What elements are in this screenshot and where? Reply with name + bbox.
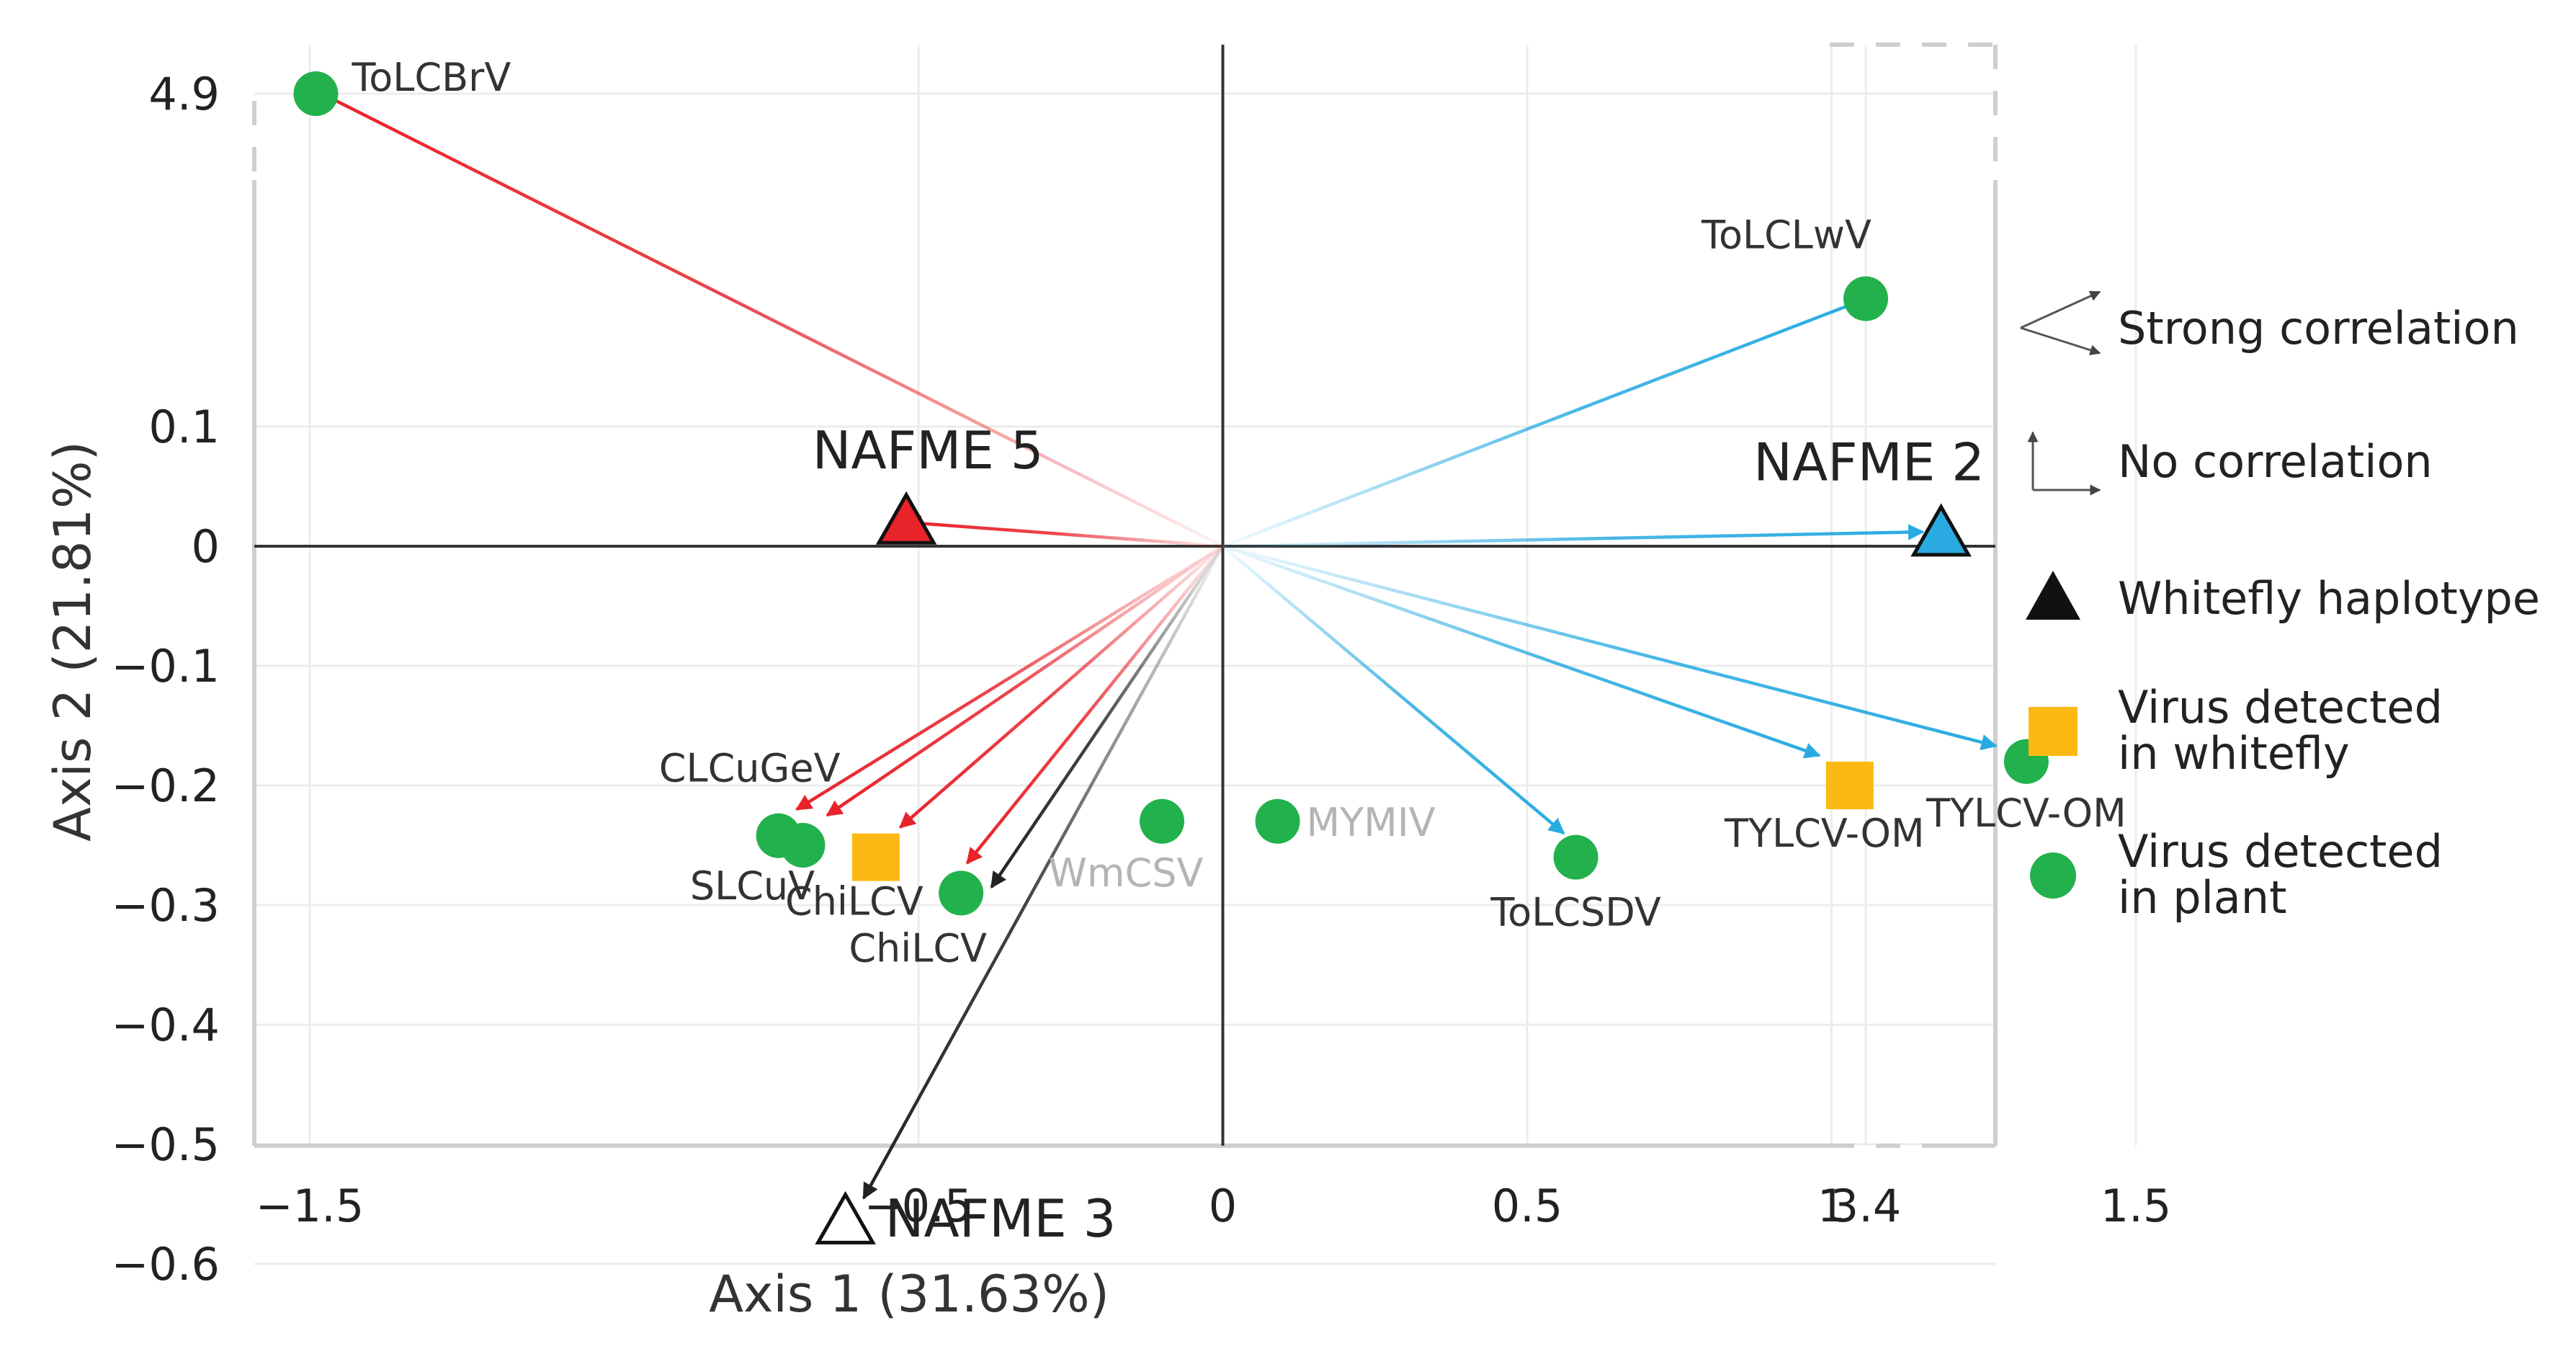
plant-virus-label-mymiv: MYMIV: [1307, 800, 1436, 845]
vector-arrow: [965, 545, 1225, 865]
plant-virus-label-tolcbrv: ToLCBrV: [351, 55, 511, 100]
plant-virus-label-chilcv: ChiLCV: [849, 925, 987, 971]
y-tick-label: −0.6: [111, 1238, 220, 1291]
y-tick-label: 0: [192, 520, 220, 573]
tick-labels: −1.5 −0.5 0 0.5 1 1.5 3.4 4.9 0.1 0 −0.1 −0.2 −0.3 −0…: [111, 68, 2171, 1291]
y-tick-label: −0.1: [111, 640, 220, 692]
y-tick-label: 4.9: [148, 68, 220, 120]
y-tick-label: −0.5: [111, 1118, 220, 1171]
x-axis-label: Axis 1 (31.63%): [709, 1265, 1109, 1324]
legend-strong-arrow-up: [2020, 290, 2101, 329]
legend-virus-detected-in-plant-line2: in plant: [2118, 871, 2286, 924]
plant-virus-label-tylcv-om: TYLCV-OM: [1926, 790, 2126, 836]
haplotype-point-nafme-3: [815, 1190, 876, 1244]
legend-strong-correlation: Strong correlation: [2118, 302, 2519, 355]
plant-virus-point-mymiv: [1255, 798, 1300, 844]
plant-virus-point-slcuv: [780, 823, 826, 868]
vector-arrow: [1222, 296, 1867, 548]
legend-square-icon: [2029, 707, 2078, 756]
legend-virus-detected-in-whitefly-line2: in whitefly: [2118, 727, 2350, 780]
x-tick-label: 1: [1817, 1180, 1846, 1232]
plant-virus-point-tolcsdv: [1553, 834, 1598, 880]
x-tick-label: −1.5: [256, 1180, 365, 1232]
legend-virus-detected-in-plant-line1: Virus detected: [2118, 825, 2443, 878]
vector-arrow: [1222, 545, 1565, 835]
haplotype-label-nafme-5: NAFME 5: [813, 420, 1044, 481]
haplotype-label-nafme-2: NAFME 2: [1753, 432, 1985, 492]
x-tick-label: 1.5: [2101, 1180, 2172, 1232]
plant-virus-label-tolclwv: ToLCLwV: [1701, 213, 1871, 258]
haplotype-label-nafme-3: NAFME 3: [885, 1188, 1117, 1249]
vector-arrow: [1222, 544, 1821, 759]
vector-arrow: [898, 545, 1224, 829]
plant-virus-point-tolclwv: [1843, 276, 1889, 321]
points: ToLCBrVToLCLwVCLCuGeVSLCuVChiLCVWmCSVMYM…: [293, 55, 2126, 1249]
x-tick-label: 3.4: [1830, 1180, 1902, 1232]
vector-arrow: [904, 515, 1223, 548]
vector-arrow: [1222, 544, 1998, 751]
plant-virus-label-wmcsv: WmCSV: [1049, 850, 1204, 896]
x-tick-label: −0.5: [864, 1180, 973, 1232]
legend-circle-icon: [2030, 852, 2076, 899]
vector-arrow: [795, 545, 1224, 811]
y-tick-label: −0.4: [111, 999, 220, 1051]
whitefly-virus-point-chilcv: [851, 833, 900, 881]
legend-triangle-icon: [2026, 571, 2080, 620]
vector-arrow: [320, 92, 1224, 548]
x-tick-label: 0.5: [1492, 1180, 1563, 1232]
legend-no-correlation: No correlation: [2118, 435, 2433, 488]
legend-strong-arrow-down: [2020, 326, 2101, 356]
legend: Strong correlation No correlation Whitefly…: [2020, 290, 2540, 924]
haplotype-point-nafme-2: [1910, 503, 1972, 557]
plant-virus-label-slcuv: SLCuV: [690, 863, 815, 909]
y-tick-label: −0.3: [111, 879, 220, 932]
x-tick-label: 0: [1209, 1180, 1237, 1232]
zero-axes: [254, 45, 1995, 1146]
y-axis-label: Axis 2 (21.81%): [43, 441, 102, 842]
vectors: [320, 92, 1998, 1200]
y-tick-label: −0.2: [111, 760, 220, 812]
vector-arrow: [990, 545, 1225, 888]
y-tick-label: 0.1: [148, 401, 220, 453]
grid: [254, 45, 2137, 1265]
vector-arrow: [826, 545, 1224, 817]
plant-virus-point-tolcbrv: [293, 71, 339, 116]
plant-virus-point-wmcsv: [1140, 798, 1184, 844]
vector-arrow: [862, 545, 1225, 1200]
whitefly-virus-label-chilcv: ChiLCV: [785, 879, 923, 925]
haplotype-point-nafme-5: [875, 491, 937, 545]
whitefly-virus-label-tylcv-om: TYLCV-OM: [1724, 811, 1925, 856]
whitefly-virus-point-tylcv-om: [1825, 762, 1874, 809]
plant-virus-point-chilcv: [939, 870, 984, 916]
plot-frame: [252, 43, 1998, 1148]
legend-whitefly-haplotype: Whitefly haplotype: [2118, 572, 2540, 625]
plant-virus-label-tolcsdv: ToLCSDV: [1490, 890, 1661, 935]
legend-virus-detected-in-whitefly-line1: Virus detected: [2118, 681, 2443, 734]
plant-virus-label-clcugev: CLCuGeV: [659, 746, 841, 791]
vector-arrow: [1222, 524, 1925, 548]
